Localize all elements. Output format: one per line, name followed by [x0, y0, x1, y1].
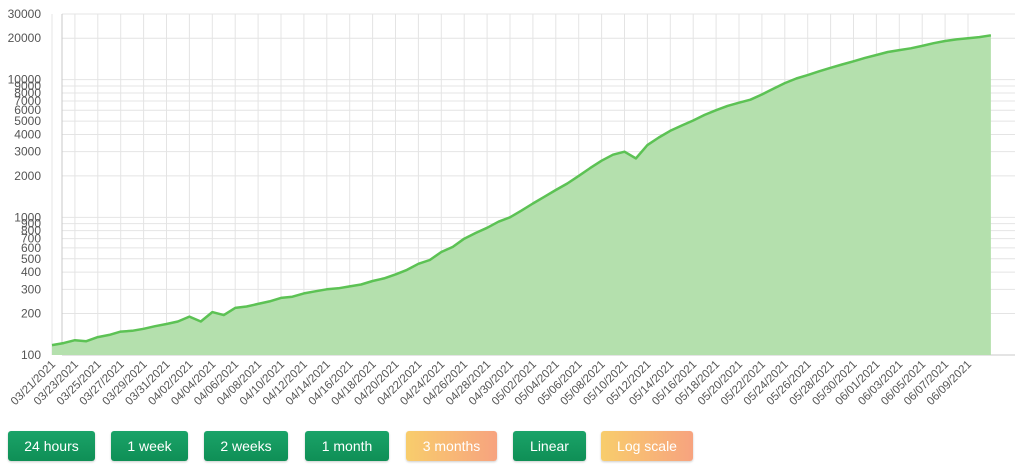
y-tick-label: 100	[21, 348, 41, 362]
y-tick-label: 20000	[8, 31, 42, 45]
y-tick-label: 8000	[14, 86, 41, 100]
y-tick-label: 5000	[14, 114, 41, 128]
x-axis-ticks: 03/21/202103/23/202103/25/202103/27/2021…	[9, 359, 974, 408]
y-tick-label: 900	[21, 217, 41, 231]
y-tick-label: 700	[21, 232, 41, 246]
scale-linear-button[interactable]: Linear	[513, 431, 586, 461]
y-tick-label: 30000	[8, 7, 42, 21]
range-3-months-button[interactable]: 3 months	[406, 431, 497, 461]
y-tick-label: 600	[21, 241, 41, 255]
y-tick-label: 400	[21, 265, 41, 279]
y-tick-label: 500	[21, 252, 41, 266]
chart-area	[51, 34, 992, 356]
y-tick-label: 9000	[14, 79, 41, 93]
y-tick-label: 800	[21, 224, 41, 238]
series-line	[51, 34, 992, 347]
y-tick-label: 4000	[14, 127, 41, 141]
range-controls: 24 hours 1 week 2 weeks 1 month 3 months…	[8, 431, 1018, 463]
y-tick-label: 1000	[14, 210, 41, 224]
y-tick-label: 6000	[14, 103, 41, 117]
range-2-weeks-button[interactable]: 2 weeks	[204, 431, 288, 461]
scale-log-button[interactable]: Log scale	[601, 431, 693, 461]
y-tick-label: 200	[21, 307, 41, 321]
range-1-month-button[interactable]: 1 month	[305, 431, 389, 461]
y-tick-label: 2000	[14, 169, 41, 183]
range-1-week-button[interactable]: 1 week	[111, 431, 188, 461]
y-tick-label: 7000	[14, 94, 41, 108]
y-tick-label: 10000	[8, 73, 42, 87]
range-24-hours-button[interactable]: 24 hours	[8, 431, 95, 461]
y-tick-label: 3000	[14, 145, 41, 159]
y-tick-label: 300	[21, 282, 41, 296]
series-area-fill	[52, 35, 991, 356]
